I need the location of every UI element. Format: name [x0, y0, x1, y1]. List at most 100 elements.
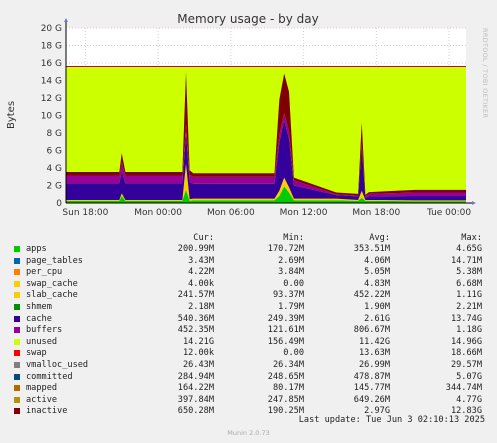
legend-item: committed 284.94M 248.65M 478.87M 5.07G	[14, 372, 484, 384]
legend-avg: 145.77M	[353, 383, 390, 394]
x-tick-label: Mon 00:00	[134, 208, 182, 218]
legend-swatch	[14, 385, 20, 392]
legend-name: swap	[26, 348, 47, 359]
x-axis-arrow	[472, 201, 476, 205]
legend-min: 93.37M	[272, 290, 304, 301]
legend-name: mapped	[26, 383, 58, 394]
legend-cur: 3.43M	[188, 255, 214, 266]
legend-swatch	[14, 350, 20, 357]
legend-cur: 2.18M	[188, 301, 214, 312]
legend-name: vmalloc_used	[26, 359, 89, 370]
legend-max: 14.96G	[450, 336, 482, 347]
legend-name: shmem	[26, 301, 52, 312]
y-tick-label: 12 G	[41, 94, 62, 104]
legend-max: 4.65G	[456, 244, 482, 254]
legend-item: active 397.84M 247.85M 649.26M 4.77G	[14, 395, 484, 407]
y-tick-label: 18 G	[41, 42, 62, 52]
x-tick-label: Mon 18:00	[352, 208, 400, 218]
legend-avg: 478.87M	[353, 371, 390, 382]
y-axis-label: Bytes	[6, 101, 17, 129]
legend-cur: 12.00k	[182, 348, 214, 359]
x-tick-label: Mon 12:00	[280, 208, 328, 218]
legend-avg: 806.67M	[353, 325, 390, 336]
y-tick-labels: 0 2 G 4 G 6 G 8 G 10 G 12 G 14 G 16 G 18 G 20 G	[41, 24, 63, 209]
legend-name: per_cpu	[26, 267, 63, 278]
legend-avg: 649.26M	[353, 394, 390, 405]
legend-name: committed	[26, 371, 73, 382]
legend-cur: 164.22M	[177, 383, 214, 394]
area-cache	[66, 120, 466, 201]
y-tick-label: 0	[56, 199, 62, 209]
legend-cur: 452.35M	[177, 325, 214, 336]
legend-item: slab_cache 241.57M 93.37M 452.22M 1.11G	[14, 290, 484, 302]
legend-avg: 353.51M	[353, 244, 390, 254]
legend-cur: 397.84M	[177, 394, 214, 405]
legend-name: cache	[26, 313, 52, 324]
legend-cur: 26.43M	[182, 359, 214, 370]
legend-avg: 4.06M	[364, 255, 390, 266]
legend-item: inactive 650.28M 190.25M 2.97G 12.83G	[14, 406, 484, 418]
legend-item: unused 14.21G 156.49M 11.42G 14.96G	[14, 337, 484, 349]
legend-avg: 26.99M	[358, 359, 390, 370]
legend-avg: 4.83M	[364, 278, 390, 289]
legend-header-min: Min:	[283, 233, 304, 243]
legend-name: swap_cache	[26, 278, 78, 289]
x-tick-label: Mon 06:00	[207, 208, 255, 218]
legend-item: page_tables 3.43M 2.69M 4.06M 14.71M	[14, 256, 484, 268]
legend-swatch	[14, 373, 20, 380]
legend-item: vmalloc_used 26.43M 26.34M 26.99M 29.57M	[14, 360, 484, 372]
legend-item: cache 540.36M 249.39M 2.61G 13.74G	[14, 314, 484, 326]
legend-max: 5.07G	[456, 371, 482, 382]
legend-swatch	[14, 269, 20, 276]
area-buffers	[66, 112, 466, 198]
legend-swatch	[14, 246, 20, 252]
legend-name: slab_cache	[26, 290, 78, 301]
legend-item: swap_cache 4.00k 0.00 4.83M 6.68M	[14, 279, 484, 291]
legend-cur: 284.94M	[177, 371, 214, 382]
legend-swatch	[14, 338, 20, 345]
legend-item: apps 200.99M 170.72M 353.51M 4.65G	[14, 244, 484, 256]
legend-avg: 452.22M	[353, 290, 390, 301]
legend-avg: 11.42G	[358, 336, 390, 347]
legend-name: buffers	[26, 325, 63, 336]
legend-swatch	[14, 396, 20, 403]
legend-cur: 200.99M	[177, 244, 214, 254]
legend-min: 2.69M	[278, 255, 304, 266]
legend-name: active	[26, 394, 58, 405]
legend-cur: 241.57M	[177, 290, 214, 301]
legend-cur: 540.36M	[177, 313, 214, 324]
legend-min: 0.00	[283, 278, 304, 289]
legend-min: 247.85M	[267, 394, 304, 405]
legend-swatch	[14, 315, 20, 322]
legend-max: 14.71M	[450, 255, 482, 266]
legend-max: 12.83G	[450, 406, 482, 417]
legend-max: 1.11G	[456, 290, 482, 301]
legend-swatch	[14, 292, 20, 299]
legend-min: 1.79M	[278, 301, 304, 312]
x-tick-label: Tue 00:00	[426, 208, 471, 218]
y-tick-label: 8 G	[46, 129, 62, 139]
legend-name: page_tables	[26, 255, 83, 266]
y-tick-label: 4 G	[46, 164, 62, 174]
legend-min: 249.39M	[267, 313, 304, 324]
axes	[64, 18, 476, 205]
chart: Memory usage - by day Bytes RRDTOOL / TO…	[6, 12, 489, 218]
legend-item: swap 12.00k 0.00 13.63M 18.66M	[14, 348, 484, 360]
legend-swatch	[14, 361, 20, 368]
legend-max: 2.21M	[456, 301, 482, 312]
y-tick-label: 20 G	[41, 24, 62, 34]
legend-max: 6.68M	[456, 278, 482, 289]
legend-name: unused	[26, 336, 58, 347]
legend-avg: 2.61G	[364, 313, 390, 324]
legend-cur: 650.28M	[177, 406, 214, 417]
legend-min: 26.34M	[272, 359, 304, 370]
legend-max: 13.74G	[450, 313, 482, 324]
legend-header: Cur: Min: Avg: Max:	[14, 233, 484, 244]
y-axis-arrow	[64, 18, 68, 22]
legend-cur: 4.00k	[188, 278, 214, 289]
y-tick-label: 14 G	[41, 77, 62, 87]
legend-min: 80.17M	[272, 383, 304, 394]
legend-item: mapped 164.22M 80.17M 145.77M 344.74M	[14, 383, 484, 395]
x-tick-labels: Sun 18:00 Mon 00:00 Mon 06:00 Mon 12:00 Mon …	[62, 208, 471, 218]
legend-min: 248.65M	[267, 371, 304, 382]
